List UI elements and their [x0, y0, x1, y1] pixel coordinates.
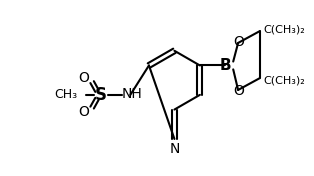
Text: CH₃: CH₃: [54, 88, 78, 101]
Text: O: O: [234, 84, 245, 98]
Text: O: O: [78, 105, 89, 118]
Text: NH: NH: [122, 87, 143, 101]
Text: C(CH₃)₂: C(CH₃)₂: [263, 75, 305, 85]
Text: N: N: [169, 142, 180, 156]
Text: O: O: [78, 71, 89, 85]
Text: S: S: [95, 86, 107, 104]
Text: C(CH₃)₂: C(CH₃)₂: [263, 24, 305, 34]
Text: O: O: [234, 35, 245, 49]
Text: B: B: [219, 58, 231, 73]
